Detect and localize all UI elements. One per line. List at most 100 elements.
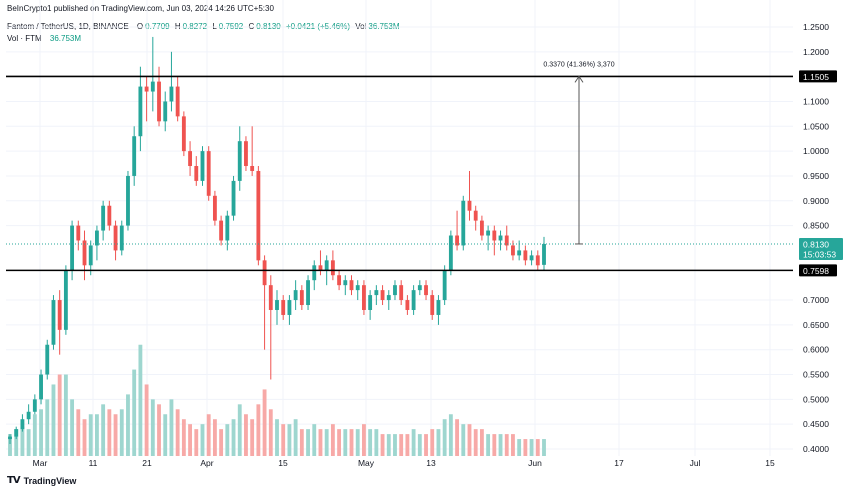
candle-body xyxy=(144,86,149,92)
level-label: 1.1505 xyxy=(803,72,829,82)
volume-bar xyxy=(393,434,397,456)
candle-body xyxy=(504,235,509,246)
volume-bar xyxy=(107,409,112,456)
volume-bar xyxy=(119,409,124,456)
y-tick-label: 1.1000 xyxy=(803,96,829,106)
volume-bar xyxy=(150,399,155,456)
volume-bar xyxy=(511,434,515,456)
volume-bar xyxy=(250,419,255,456)
y-tick-label: 0.6500 xyxy=(803,320,829,330)
volume-bar xyxy=(225,424,230,456)
candle-body xyxy=(417,285,422,291)
candle-body xyxy=(386,295,391,301)
footer-brand[interactable]: 𝗧𝗩 TradingView xyxy=(7,475,76,486)
candle-body xyxy=(119,225,124,251)
volume-bar xyxy=(206,414,211,456)
candle-body xyxy=(343,280,348,286)
candle-body xyxy=(393,285,397,296)
grid xyxy=(6,0,793,456)
candle-body xyxy=(442,270,447,301)
volume-bar xyxy=(498,434,503,456)
candle-body xyxy=(219,220,224,241)
volume-bar xyxy=(312,424,317,456)
volume-bar xyxy=(219,429,224,456)
volume-bar xyxy=(39,409,43,456)
candle-body xyxy=(26,411,31,420)
y-tick-label: 0.5500 xyxy=(803,370,829,380)
candle-body xyxy=(430,295,435,315)
candle-body xyxy=(461,200,466,246)
y-tick-label: 0.5000 xyxy=(803,394,829,404)
volume-bar xyxy=(268,409,273,456)
candle-body xyxy=(14,429,19,437)
x-tick-label: Apr xyxy=(200,458,213,468)
candle-body xyxy=(132,136,137,176)
candle-body xyxy=(467,200,472,211)
volume-bar xyxy=(101,404,106,456)
candle-body xyxy=(424,285,428,296)
candle-body xyxy=(250,166,255,171)
y-tick-label: 0.7000 xyxy=(803,295,829,305)
volume-bar xyxy=(20,426,25,456)
candle-body xyxy=(523,250,528,261)
candle-body xyxy=(82,240,87,266)
candle-body xyxy=(200,151,205,181)
volume-bar xyxy=(287,424,292,456)
candle-body xyxy=(157,81,161,122)
volume-bars xyxy=(8,344,546,456)
volume-bar xyxy=(448,414,453,456)
volume-bar xyxy=(70,399,75,456)
volume-bar xyxy=(399,434,404,456)
x-tick-label: 21 xyxy=(142,458,152,468)
volume-bar xyxy=(181,419,186,456)
volume-bar xyxy=(57,374,62,456)
axes: 1.2500 1.2000 1.1000 1.0500 1.0000 0.9500 0.90… xyxy=(33,22,830,468)
candle-body xyxy=(95,230,99,246)
y-tick-label: 1.0000 xyxy=(803,146,829,156)
volume-bar xyxy=(330,424,335,456)
candle-body xyxy=(57,300,62,330)
volume-bar xyxy=(237,404,242,456)
volume-bar xyxy=(163,414,168,456)
x-tick-label: Mar xyxy=(33,458,48,468)
candle-body xyxy=(312,265,317,281)
volume-bar xyxy=(26,429,31,456)
volume-bar xyxy=(169,399,174,456)
candle-body xyxy=(517,250,522,256)
candle-body xyxy=(70,225,75,271)
level-label: 0.7598 xyxy=(803,266,829,276)
x-tick-label: 15 xyxy=(765,458,775,468)
volume-bar xyxy=(337,429,342,456)
candle-body xyxy=(237,141,242,181)
volume-bar xyxy=(343,429,348,456)
volume-bar xyxy=(386,434,391,456)
candle-body xyxy=(138,86,143,137)
candle-body xyxy=(479,220,484,236)
volume-bar xyxy=(380,434,385,456)
volume-bar xyxy=(306,429,310,456)
x-tick-label: 11 xyxy=(89,458,98,468)
candle-body xyxy=(126,175,130,226)
y-tick-label: 0.6000 xyxy=(803,345,829,355)
candle-body xyxy=(275,300,279,310)
candle-body xyxy=(349,280,354,291)
candle-body xyxy=(529,255,534,261)
candle-body xyxy=(175,86,180,117)
volume-bar xyxy=(473,429,478,456)
candle-body xyxy=(244,141,248,167)
candle-body xyxy=(225,215,230,241)
y-tick-label: 1.2000 xyxy=(803,47,829,57)
candle-body xyxy=(299,290,304,306)
volume-bar xyxy=(504,434,509,456)
volume-bar xyxy=(76,409,81,456)
volume-bar xyxy=(8,434,12,456)
volume-bar xyxy=(349,429,354,456)
candle-body xyxy=(281,300,286,315)
candle-body xyxy=(368,295,373,310)
x-tick-label: Jun xyxy=(528,458,542,468)
level-tag xyxy=(799,70,837,83)
measure-label: 0.3370 (41.36%) 3,370 xyxy=(543,61,614,68)
y-tick-label: 0.9500 xyxy=(803,171,829,181)
